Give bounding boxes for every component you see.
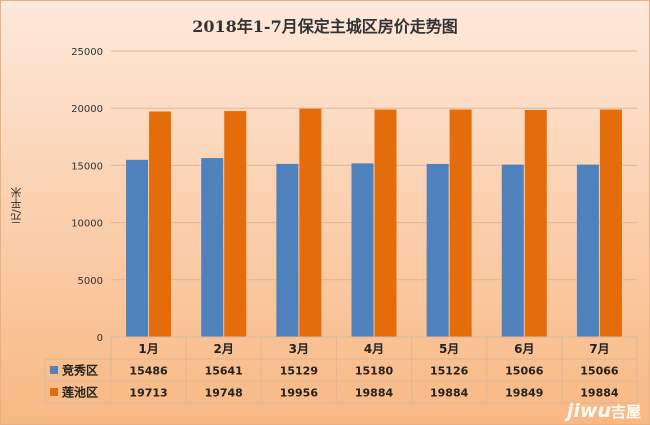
data-label: 19748	[205, 387, 243, 400]
bar	[524, 109, 547, 338]
y-tick-label: 20000	[71, 104, 103, 115]
bar	[201, 158, 224, 337]
bar	[374, 109, 397, 337]
bar	[501, 164, 524, 337]
legend-swatch	[50, 366, 58, 374]
data-label: 15066	[580, 365, 619, 378]
legend-label: 竞秀区	[62, 363, 98, 378]
bar	[126, 159, 149, 337]
bar	[576, 164, 599, 337]
data-label: 19713	[129, 387, 167, 400]
x-tick-label: 3月	[289, 342, 309, 356]
jiwu-watermark-logo: jiwu吉屋	[567, 400, 641, 422]
data-label: 15126	[430, 365, 469, 378]
y-tick-label: 15000	[71, 161, 103, 172]
bar	[299, 108, 322, 337]
x-tick-label: 4月	[364, 342, 384, 356]
data-label: 15129	[280, 365, 318, 378]
bar	[351, 163, 374, 337]
bar	[449, 109, 472, 337]
watermark-cn: 吉屋	[610, 403, 641, 421]
x-tick-label: 5月	[439, 342, 459, 356]
y-tick-label: 10000	[71, 219, 103, 230]
data-label: 19956	[280, 387, 319, 400]
chart-title: 2018年1-7月保定主城区房价走势图	[192, 17, 458, 36]
x-tick-label: 2月	[214, 342, 234, 356]
data-label: 15486	[129, 365, 168, 378]
data-label: 15641	[205, 365, 243, 378]
data-label: 15180	[355, 365, 394, 378]
bar	[149, 111, 172, 337]
y-tick-label: 25000	[71, 47, 103, 58]
y-tick-label: 5000	[78, 276, 103, 287]
data-label: 19884	[430, 387, 469, 400]
legend-label: 莲池区	[62, 385, 98, 400]
bar	[426, 163, 449, 337]
legend-swatch	[50, 388, 58, 396]
x-tick-label: 1月	[138, 342, 158, 356]
data-label: 19849	[505, 387, 543, 400]
data-label: 19884	[355, 387, 394, 400]
bar	[599, 109, 622, 337]
y-tick-label: 0	[97, 333, 103, 344]
data-label: 15066	[505, 365, 544, 378]
data-label: 19884	[580, 387, 619, 400]
x-tick-label: 6月	[514, 342, 534, 356]
watermark-latin: jiwu	[566, 400, 611, 422]
bar	[224, 111, 247, 337]
bar	[276, 163, 299, 337]
x-tick-label: 7月	[589, 342, 609, 356]
